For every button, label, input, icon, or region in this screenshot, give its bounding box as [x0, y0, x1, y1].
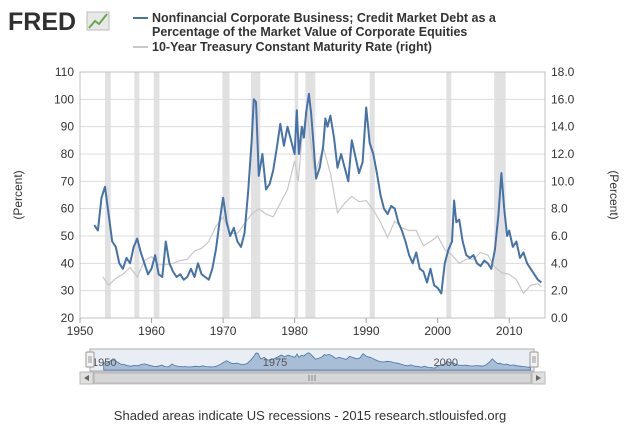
- y-right-tick-label: 16.0: [551, 92, 575, 106]
- y-right-tick-label: 14.0: [551, 120, 575, 134]
- series-line-treasury-rate: [102, 108, 542, 295]
- series-lines: [93, 92, 543, 295]
- legend-primary-line2: Percentage of the Market Value of Corpor…: [152, 25, 467, 39]
- recession-band: [369, 72, 375, 318]
- legend-primary-line1: Nonfinancial Corporate Business; Credit …: [152, 11, 497, 25]
- legend-primary-text: Nonfinancial Corporate Business; Credit …: [152, 11, 499, 39]
- y-right-tick-label: 0.0: [551, 311, 568, 325]
- recession-band: [250, 72, 261, 318]
- y-left-tick-label: 100: [54, 92, 74, 106]
- footer-note: Shaded areas indicate US recessions - 20…: [114, 408, 506, 423]
- scroll-right-arrow-icon: [536, 375, 541, 381]
- navigator-series-area: [103, 352, 531, 371]
- y-left-tick-label: 40: [61, 256, 75, 270]
- logo-graph-icon: [86, 11, 110, 31]
- y-left-tick-label: 20: [61, 311, 75, 325]
- y-right-tick-label: 10.0: [551, 174, 575, 188]
- y-right-tick-label: 6.0: [551, 229, 568, 243]
- recession-band: [153, 72, 160, 318]
- recession-band: [446, 72, 452, 318]
- navigator-year-label: 1950: [92, 357, 116, 369]
- legend: Nonfinancial Corporate Business; Credit …: [133, 11, 499, 54]
- y-right-tick-label: 4.0: [551, 256, 568, 270]
- y-right-tick-label: 18.0: [551, 65, 575, 79]
- recession-band: [222, 72, 230, 318]
- navigator-labels: 1950 1975 2000: [92, 357, 458, 369]
- series-line-debt-to-equities: [93, 92, 543, 295]
- y-right-tick-label: 12.0: [551, 147, 575, 161]
- axes: 20 30 40 50 60 70 80 90 100 110 0.0 2.0 4.0 6.0 8.0 10.…: [54, 65, 575, 338]
- navigator-selection[interactable]: [90, 349, 534, 371]
- y-right-tick-label: 8.0: [551, 202, 568, 216]
- fred-logo-text: FRED: [8, 8, 76, 36]
- recession-band: [105, 72, 111, 318]
- x-tick-label: 2000: [424, 324, 451, 338]
- recession-band: [134, 72, 140, 318]
- x-tick-label: 1950: [67, 324, 94, 338]
- y-axis-left-label: (Percent): [11, 170, 25, 219]
- y-left-tick-label: 50: [61, 229, 75, 243]
- logo-trend-icon: [88, 13, 108, 29]
- x-tick-label: 1960: [138, 324, 165, 338]
- x-tick-label: 2010: [496, 324, 523, 338]
- navigator-scrollbar[interactable]: [79, 371, 546, 385]
- scroll-left-arrow-icon: [84, 375, 89, 381]
- x-tick-label: 1980: [281, 324, 308, 338]
- y-left-tick-label: 80: [61, 147, 75, 161]
- recession-band: [305, 72, 316, 318]
- y-left-tick-label: 110: [55, 65, 74, 79]
- plot-frame: [79, 71, 546, 319]
- y-left-tick-label: 70: [61, 174, 75, 188]
- y-left-tick-label: 60: [61, 202, 75, 216]
- navigator-year-label: 1975: [263, 357, 287, 369]
- navigator-handle-right[interactable]: [529, 351, 539, 368]
- navigator-year-label: 2000: [434, 357, 458, 369]
- x-tick-label: 1970: [210, 324, 237, 338]
- recession-bands: [105, 72, 506, 318]
- fred-logo[interactable]: FRED: [8, 8, 110, 36]
- recession-band: [294, 72, 299, 318]
- y-left-tick-label: 90: [61, 120, 75, 134]
- legend-secondary-text: 10-Year Treasury Constant Maturity Rate …: [152, 40, 432, 54]
- y-right-tick-label: 2.0: [551, 284, 568, 298]
- range-navigator[interactable]: 1950 1975 2000: [85, 348, 539, 372]
- navigator-handle-left[interactable]: [85, 351, 95, 368]
- y-left-tick-label: 30: [61, 284, 75, 298]
- x-tick-label: 1990: [353, 324, 380, 338]
- y-axis-right-label: (Percent): [607, 170, 621, 219]
